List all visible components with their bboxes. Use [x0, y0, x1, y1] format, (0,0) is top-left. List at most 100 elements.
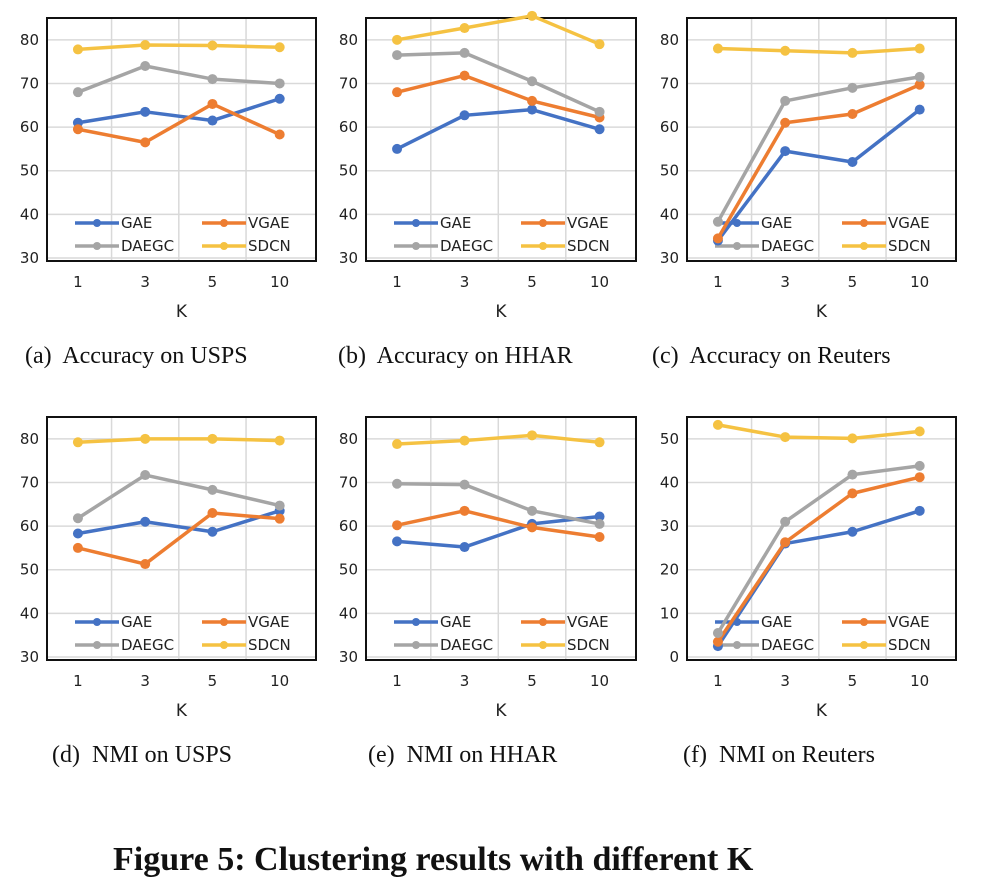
y-tick-label: 30	[20, 648, 39, 666]
legend-marker	[93, 641, 101, 649]
subfigure-caption: (d) NMI on USPS	[52, 742, 232, 768]
x-tick-label: 1	[713, 672, 723, 690]
x-tick-label: 5	[527, 273, 537, 291]
data-point-vgae	[847, 488, 858, 499]
data-point-vgae	[274, 513, 285, 524]
legend-marker	[93, 242, 101, 250]
legend-marker	[860, 618, 868, 626]
y-tick-label: 30	[660, 517, 679, 535]
series-line-vgae	[396, 509, 600, 539]
chart-panel-d: 30 40 50 60 70 80 1 3 5 10 K GAE VGAE DAEGC SDCN (d) NM…	[20, 416, 317, 768]
y-tick-label: 80	[660, 31, 679, 49]
legend-marker	[93, 219, 101, 227]
data-point-daegc	[459, 47, 470, 58]
data-point-sdcn	[274, 435, 285, 446]
data-point-sdcn	[914, 43, 925, 54]
legend-marker	[412, 242, 420, 250]
data-point-sdcn	[207, 433, 218, 444]
data-point-sdcn	[140, 40, 151, 51]
x-tick-label: 5	[527, 672, 537, 690]
data-point-sdcn	[527, 430, 538, 441]
legend-marker	[860, 219, 868, 227]
subfigure-caption: (b) Accuracy on HHAR	[338, 343, 573, 369]
data-point-vgae	[594, 532, 605, 542]
y-tick-label: 50	[20, 561, 39, 579]
series-line-daegc	[77, 64, 280, 94]
plot-frame	[365, 416, 637, 661]
data-point-vgae	[274, 129, 285, 140]
x-tick-label: 3	[460, 273, 470, 291]
y-tick-label: 30	[660, 249, 679, 267]
legend-marker	[220, 618, 228, 626]
x-tick-label: 5	[208, 273, 218, 291]
legend-marker	[412, 219, 420, 227]
legend-marker	[539, 641, 547, 649]
x-tick-label: 10	[590, 273, 609, 291]
series-line-gae	[396, 107, 601, 151]
y-tick-label: 80	[339, 31, 358, 49]
x-tick-label: 5	[848, 273, 858, 291]
data-point-daegc	[780, 95, 791, 106]
y-tick-label: 80	[20, 430, 39, 448]
data-point-daegc	[274, 500, 285, 511]
y-tick-label: 0	[669, 648, 679, 666]
data-point-sdcn	[72, 437, 83, 448]
data-point-gae	[527, 104, 538, 115]
x-tick-label: 1	[73, 273, 83, 291]
x-tick-label: 10	[590, 672, 609, 690]
x-axis-label: K	[816, 701, 828, 721]
x-tick-label: 1	[713, 273, 723, 291]
legend-label: GAE	[121, 613, 152, 631]
y-tick-label: 40	[660, 205, 679, 223]
y-tick-label: 70	[20, 74, 39, 92]
legend-label: SDCN	[567, 237, 610, 255]
data-point-sdcn	[847, 433, 858, 444]
y-tick-label: 40	[339, 205, 358, 223]
data-point-daegc	[140, 470, 151, 481]
legend-label: DAEGC	[440, 237, 493, 255]
plot-frame	[46, 17, 317, 262]
data-point-daegc	[207, 74, 218, 85]
series-line-daegc	[76, 473, 281, 520]
series-line-sdcn	[717, 423, 920, 441]
data-point-gae	[780, 146, 791, 157]
legend-label: DAEGC	[121, 636, 174, 654]
series-line-daegc	[716, 464, 920, 634]
legend-marker	[412, 618, 420, 626]
y-tick-label: 60	[20, 517, 39, 535]
legend-label: SDCN	[567, 636, 610, 654]
legend-marker	[860, 242, 868, 250]
series-line-daegc	[397, 482, 600, 526]
data-point-sdcn	[140, 433, 151, 444]
x-axis-label: K	[176, 302, 188, 322]
x-tick-label: 3	[460, 672, 470, 690]
data-point-daegc	[392, 50, 403, 61]
y-tick-label: 10	[660, 604, 679, 622]
data-point-daegc	[274, 78, 285, 89]
legend-label: GAE	[761, 214, 792, 232]
y-tick-label: 60	[660, 118, 679, 136]
data-point-sdcn	[594, 39, 605, 50]
data-point-gae	[914, 104, 925, 115]
data-point-vgae	[72, 124, 83, 135]
data-point-daegc	[72, 513, 83, 524]
y-tick-label: 60	[20, 118, 39, 136]
data-point-gae	[914, 505, 925, 516]
y-tick-label: 40	[20, 205, 39, 223]
x-tick-label: 3	[780, 273, 790, 291]
legend-marker	[220, 242, 228, 250]
data-point-sdcn	[780, 45, 791, 56]
data-point-gae	[459, 542, 470, 553]
legend-label: VGAE	[567, 613, 609, 631]
data-point-sdcn	[72, 44, 83, 55]
data-point-vgae	[527, 95, 538, 106]
y-tick-label: 50	[339, 162, 358, 180]
legend-marker	[539, 618, 547, 626]
plot-frame	[686, 416, 957, 661]
legend-marker	[733, 242, 741, 250]
series-line-sdcn	[396, 433, 600, 446]
series-line-vgae	[77, 511, 280, 566]
y-tick-label: 80	[20, 31, 39, 49]
series-line-daegc	[716, 75, 920, 223]
y-tick-label: 30	[339, 249, 358, 267]
